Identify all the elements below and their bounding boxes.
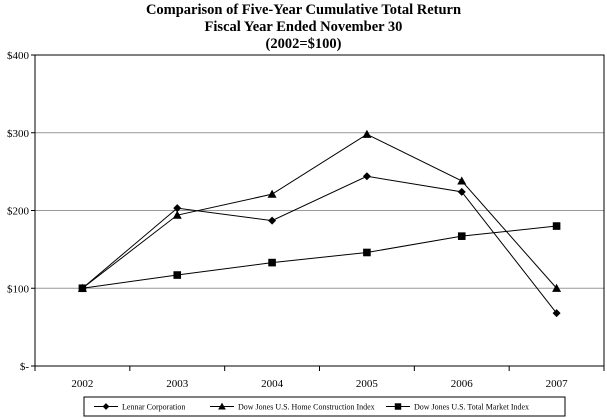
data-point-1-2004: [267, 189, 277, 198]
data-point-2-2007: [552, 222, 561, 230]
data-point-2-2002: [78, 284, 87, 293]
y-tick-label: $400: [7, 50, 30, 62]
legend-box: [83, 396, 566, 417]
y-tick-label: $200: [7, 206, 30, 218]
data-point-2-2004: [268, 258, 276, 267]
data-point-2-2006: [457, 232, 466, 240]
series-lines: [77, 129, 562, 318]
data-point-1-2003: [172, 210, 182, 219]
y-tick-label: $100: [7, 283, 30, 295]
y-tick-label: $300: [7, 128, 30, 140]
legend-label-1: Dow Jones U.S. Home Construction Index: [238, 403, 375, 412]
chart-title-line-3: (2002=$100): [265, 36, 342, 52]
series-line-2: [82, 225, 557, 289]
grid-lines: [35, 54, 604, 289]
x-tick-label-2003: 2003: [166, 378, 189, 390]
y-tick-label: $-: [20, 361, 30, 373]
legend: Lennar Corporation Dow Jones U.S. Home Co…: [83, 396, 566, 417]
legend-marker-0: [102, 403, 110, 410]
data-point-0-2007: [552, 309, 561, 318]
chart-title: Comparison of Five-Year Cumulative Total…: [0, 2, 607, 53]
legend-label-2: Dow Jones U.S. Total Market Index: [414, 403, 529, 412]
series-line-0: [82, 175, 557, 314]
axes: $- $100 $200 $300 $400 2002 2003 2004 2005 2006 20…: [7, 50, 605, 390]
data-point-2-2005: [363, 248, 371, 257]
chart-title-line-2: Fiscal Year Ended November 30: [204, 19, 403, 35]
data-point-0-2003: [173, 204, 182, 213]
chart-title-line-1: Comparison of Five-Year Cumulative Total…: [145, 2, 462, 18]
x-tick-label-2002: 2002: [71, 378, 93, 390]
x-tick-label-2006: 2006: [451, 378, 474, 390]
series-line-1: [82, 133, 557, 289]
x-tick-label-2004: 2004: [261, 378, 284, 390]
data-point-0-2004: [268, 216, 277, 225]
legend-marker-2: [394, 403, 402, 410]
data-point-0-2006: [457, 187, 466, 196]
data-point-2-2003: [173, 271, 182, 279]
legend-marker-1: [218, 402, 226, 410]
x-tick-label-2005: 2005: [356, 378, 379, 390]
data-point-1-2006: [457, 176, 467, 185]
x-tick-label-2007: 2007: [546, 378, 569, 390]
data-point-1-2005: [362, 129, 372, 138]
legend-label-0: Lennar Corporation: [122, 403, 185, 412]
data-point-1-2007: [552, 283, 562, 292]
data-point-0-2005: [362, 172, 371, 181]
